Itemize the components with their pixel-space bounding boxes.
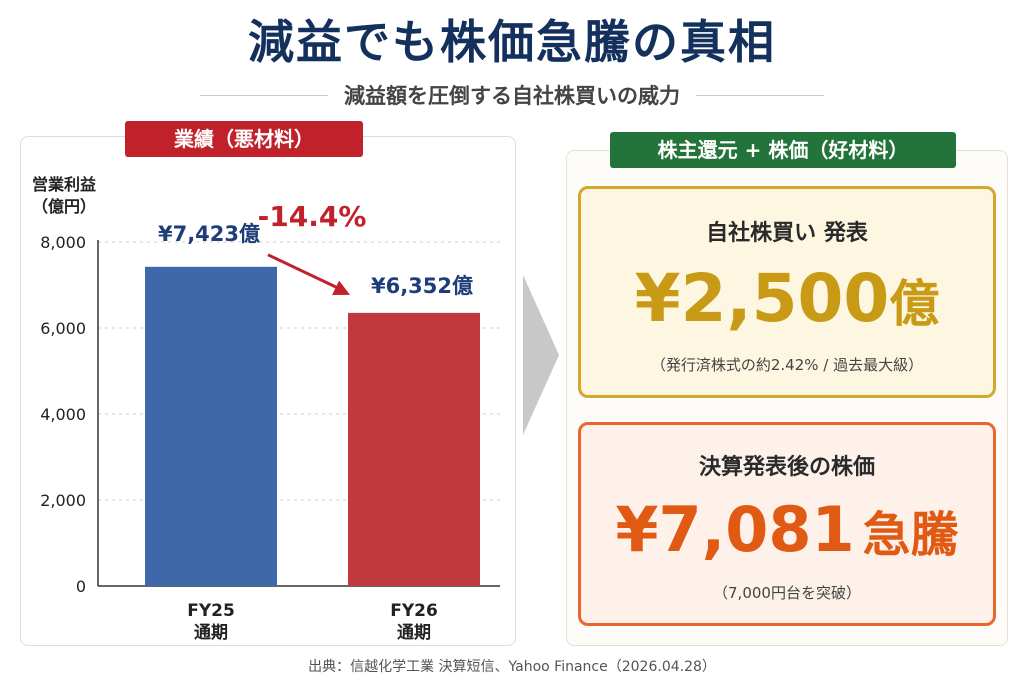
operating-profit-chart: 営業利益（億円）02,0004,0006,0008,000FY25通期FY26通… bbox=[32, 175, 500, 643]
y-tick-label: 8,000 bbox=[40, 233, 86, 252]
buyback-amount: ¥2,500億 bbox=[581, 257, 993, 346]
x-tick-label: FY25 bbox=[187, 601, 235, 621]
buyback-amount-value: ¥2,500 bbox=[634, 260, 890, 337]
performance-badge: 業績（悪材料） bbox=[125, 121, 363, 157]
transition-arrow-icon bbox=[523, 275, 559, 435]
y-axis-label: 営業利益 bbox=[32, 175, 96, 194]
y-tick-label: 0 bbox=[76, 577, 86, 596]
buyback-heading: 自社株買い 発表 bbox=[706, 221, 868, 246]
stock-price-amount: ¥7,081 急騰 bbox=[581, 491, 993, 574]
shareholder-return-badge: 株主還元 + 株価（好材料） bbox=[610, 132, 956, 168]
y-axis-label: （億円） bbox=[32, 197, 96, 216]
stock-price-note: （7,000円台を突破） bbox=[713, 584, 861, 602]
buyback-amount-unit: 億 bbox=[889, 275, 940, 333]
x-tick-label: 通期 bbox=[194, 623, 228, 643]
page-title: 減益でも株価急騰の真相 bbox=[248, 15, 776, 69]
data-label-fy25: ¥7,423億 bbox=[158, 222, 260, 246]
y-tick-label: 6,000 bbox=[40, 319, 86, 338]
change-arrow-line bbox=[267, 253, 345, 293]
data-label-fy26: ¥6,352億 bbox=[371, 274, 473, 298]
change-label: -14.4% bbox=[258, 200, 367, 233]
stock-price-card: 決算発表後の株価 ¥7,081 急騰 （7,000円台を突破） bbox=[578, 422, 996, 626]
bar-fy26 bbox=[348, 312, 480, 586]
y-tick-label: 4,000 bbox=[40, 405, 86, 424]
buyback-note: （発行済株式の約2.42% / 過去最大級） bbox=[650, 356, 924, 374]
stock-price-unit: 急騰 bbox=[862, 507, 959, 563]
source-note: 出典：信越化学工業 決算短信、Yahoo Finance（2026.04.28） bbox=[308, 659, 716, 675]
stock-price-heading: 決算発表後の株価 bbox=[698, 455, 875, 480]
x-tick-label: 通期 bbox=[397, 623, 431, 643]
subtitle-row: 減益額を圧倒する自社株買いの威力 bbox=[200, 80, 824, 110]
change-arrow-head-icon bbox=[332, 280, 350, 296]
stock-price-value: ¥7,081 bbox=[615, 493, 855, 566]
buyback-card: 自社株買い 発表 ¥2,500億 （発行済株式の約2.42% / 過去最大級） bbox=[578, 186, 996, 398]
subtitle-divider-left bbox=[200, 94, 328, 96]
page-subtitle: 減益額を圧倒する自社株買いの威力 bbox=[344, 84, 680, 108]
subtitle-divider-right bbox=[696, 94, 824, 96]
bar-fy25 bbox=[145, 266, 277, 586]
y-tick-label: 2,000 bbox=[40, 491, 86, 510]
x-tick-label: FY26 bbox=[390, 601, 438, 621]
